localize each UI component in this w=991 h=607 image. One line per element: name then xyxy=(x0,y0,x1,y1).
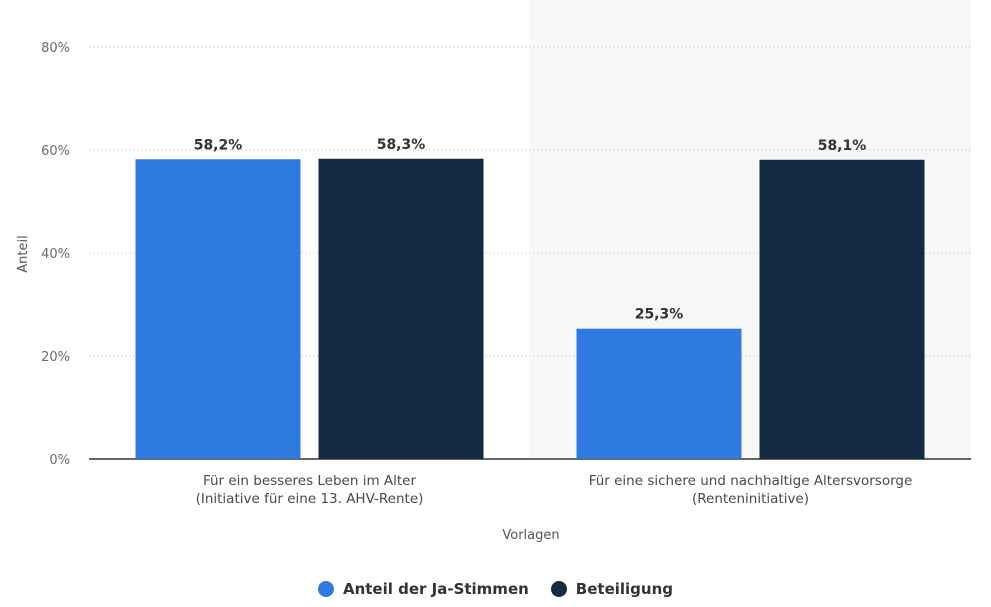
y-tick-label: 20% xyxy=(41,350,70,365)
bar[interactable] xyxy=(318,158,484,459)
x-axis-title: Vorlagen xyxy=(502,528,559,543)
data-label: 58,2% xyxy=(194,137,243,153)
bar[interactable] xyxy=(135,159,301,459)
x-tick-label: (Initiative für eine 13. AHV-Rente) xyxy=(196,491,424,507)
legend-label-yes-share: Anteil der Ja-Stimmen xyxy=(342,580,529,598)
legend-swatch-yes-share xyxy=(317,581,334,597)
legend-swatch-participation xyxy=(550,581,567,597)
data-label: 58,1% xyxy=(818,138,867,154)
legend-item-yes-share[interactable]: Anteil der Ja-Stimmen xyxy=(317,580,529,598)
y-axis-title: Anteil xyxy=(16,235,31,272)
x-tick-label: Für ein besseres Leben im Alter xyxy=(203,473,417,489)
data-label: 25,3% xyxy=(635,307,684,323)
bar[interactable] xyxy=(759,159,925,459)
legend-label-participation: Beteiligung xyxy=(575,580,674,598)
x-tick-label: (Renteninitiative) xyxy=(692,491,809,507)
x-tick-label: Für eine sichere und nachhaltige Altersv… xyxy=(589,473,913,489)
bar-chart-svg: 0% 20% 40% 60% 80% 58,2% 58,3% Für ein besseres… xyxy=(16,41,971,543)
legend: Anteil der Ja-Stimmen Beteiligung xyxy=(0,580,991,598)
data-label: 58,3% xyxy=(377,137,426,153)
bar[interactable] xyxy=(576,328,742,459)
y-tick-label: 40% xyxy=(41,247,70,262)
y-tick-label: 0% xyxy=(49,453,70,468)
y-tick-label: 60% xyxy=(41,144,70,159)
legend-item-participation[interactable]: Beteiligung xyxy=(550,580,674,598)
y-tick-label: 80% xyxy=(41,41,70,56)
